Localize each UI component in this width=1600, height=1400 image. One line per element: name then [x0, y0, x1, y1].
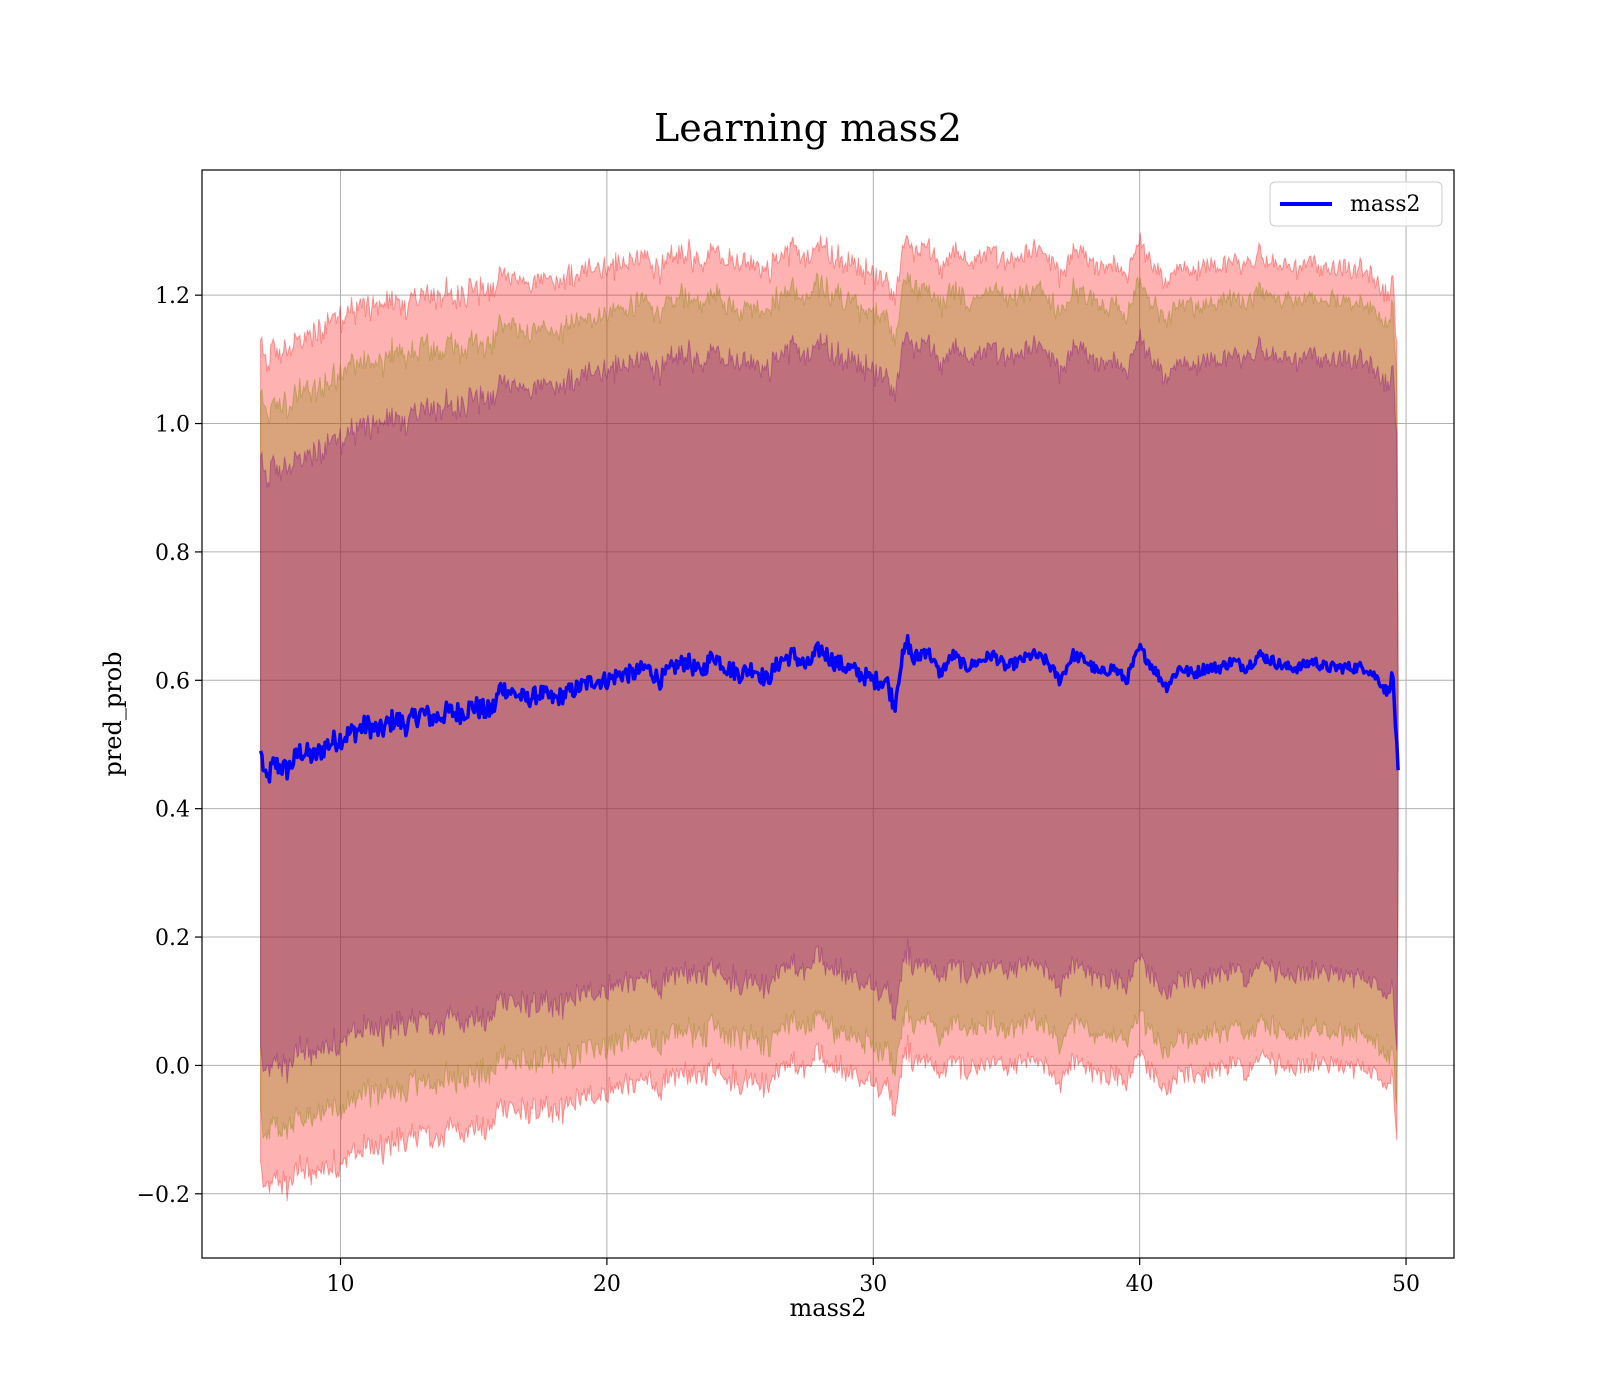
x-tick-label: 40	[1126, 1272, 1154, 1297]
y-tick-label: 1.0	[155, 413, 190, 438]
series-lines	[258, 633, 1400, 784]
x-axis-label: mass2	[790, 1294, 867, 1322]
series-line-mass2	[258, 633, 1400, 784]
bands	[260, 232, 1399, 1202]
y-tick-label: 0.6	[155, 669, 190, 694]
plot-frame	[201, 169, 1455, 1259]
legend-box	[1269, 181, 1443, 227]
legend: mass2	[1269, 181, 1443, 227]
x-tick-label: 10	[327, 1272, 355, 1297]
band-middle	[260, 271, 1399, 1140]
y-tick-label: 0.8	[155, 541, 190, 566]
legend-label-mass2: mass2	[1350, 192, 1421, 217]
chart-title: Learning mass2	[654, 106, 962, 150]
y-tick-label: 0.2	[155, 926, 190, 951]
y-axis-label: pred_prob	[99, 651, 127, 776]
x-tick-label: 30	[859, 1272, 887, 1297]
ticks: 10 20 30 40 50 −0.2 0.0 0.2 0.4 0.6 0.8 1.0 1.2	[137, 284, 1420, 1297]
y-tick-label: 1.2	[155, 284, 190, 309]
band-inner	[260, 328, 1399, 1084]
grid	[202, 170, 1454, 1258]
y-tick-label: 0.4	[155, 798, 190, 823]
x-tick-label: 50	[1392, 1272, 1420, 1297]
band-outer	[260, 232, 1399, 1202]
y-tick-label: −0.2	[137, 1183, 190, 1208]
x-tick-label: 20	[593, 1272, 621, 1297]
y-tick-label: 0.0	[155, 1054, 190, 1079]
